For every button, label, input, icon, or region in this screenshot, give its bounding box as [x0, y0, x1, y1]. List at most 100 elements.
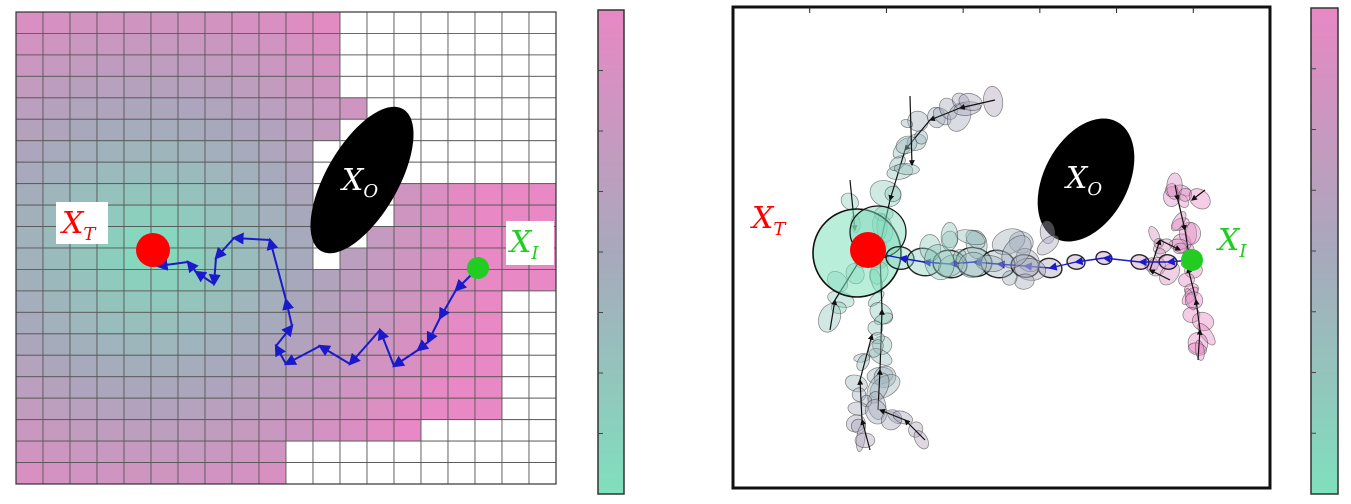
grid-cell: [420, 397, 449, 421]
grid-cell: [447, 354, 476, 378]
tree-edge: [859, 333, 874, 381]
grid-cell: [474, 226, 503, 249]
grid-cell: [474, 311, 503, 335]
grid-cell: [258, 97, 287, 120]
grid-cell: [231, 204, 260, 227]
grid-cell: [393, 376, 422, 399]
grid-cell: [420, 75, 449, 99]
grid-cell: [42, 161, 71, 185]
grid-cell: [474, 419, 503, 442]
grid-cell: [393, 269, 422, 292]
grid-cell: [69, 161, 98, 185]
grid-cell: [96, 161, 125, 185]
grid-cell: [177, 333, 206, 356]
grid-cell: [339, 247, 368, 270]
grid-cell: [15, 11, 44, 34]
grid-cell: [501, 161, 530, 185]
grid-cell: [258, 140, 287, 163]
grid-cell: [528, 397, 557, 421]
grid-cell: [42, 376, 71, 399]
grid-cell: [15, 440, 44, 463]
grid-cell: [15, 269, 44, 292]
grid-cell: [528, 11, 557, 34]
grid-cell: [123, 140, 152, 163]
grid-cell: [339, 376, 368, 399]
grid-cell: [420, 161, 449, 185]
path-segment: [348, 329, 381, 366]
grid-cell: [528, 419, 557, 442]
tree-edge: [1196, 328, 1203, 361]
grid-cell: [204, 462, 233, 485]
grid-cell: [285, 183, 314, 206]
grid-cell: [123, 419, 152, 442]
svg-text:XO: XO: [340, 163, 378, 202]
grid-cell: [15, 354, 44, 378]
grid-cell: [258, 226, 287, 249]
grid-cell: [96, 333, 125, 356]
grid-cell: [474, 54, 503, 77]
grid-cell: [96, 440, 125, 463]
grid-cell: [69, 75, 98, 99]
grid-cell: [69, 247, 98, 270]
grid-cell: [177, 290, 206, 313]
grid-cell: [420, 376, 449, 399]
grid-cell: [366, 33, 395, 56]
grid-cell: [123, 462, 152, 485]
grid-cell: [96, 462, 125, 485]
grid-cell: [366, 462, 395, 485]
grid-cell: [150, 54, 179, 77]
grid-cell: [15, 183, 44, 206]
planned-path-segment: [898, 254, 925, 264]
grid-cell: [285, 419, 314, 442]
grid-cell: [420, 183, 449, 206]
grid-cell: [339, 290, 368, 313]
grid-cell: [501, 118, 530, 142]
grid-cell: [15, 333, 44, 356]
grid-cell: [393, 54, 422, 77]
grid-cell: [366, 354, 395, 378]
grid-cell: [123, 118, 152, 142]
grid-cell: [420, 354, 449, 378]
grid-cell: [177, 397, 206, 421]
target-point-right: [850, 232, 886, 268]
grid-cell: [339, 397, 368, 421]
uncertainty-ellipse: [1184, 288, 1196, 311]
grid-cell: [42, 75, 71, 99]
initial-point-left: [467, 257, 489, 279]
grid-cell: [15, 33, 44, 56]
grid-cell: [339, 311, 368, 335]
uncertainty-ellipse: [868, 339, 884, 358]
grid-cell: [42, 118, 71, 142]
grid-cell: [474, 440, 503, 463]
grid-cell: [501, 33, 530, 56]
grid-cell: [42, 33, 71, 56]
grid-cell: [231, 140, 260, 163]
grid-cell: [474, 97, 503, 120]
grid-cell: [42, 11, 71, 34]
grid-cell: [204, 333, 233, 356]
grid-cell: [285, 269, 314, 292]
grid-cell: [312, 419, 341, 442]
grid-cell: [528, 333, 557, 356]
grid-cell: [96, 269, 125, 292]
uncertainty-ellipse: [1039, 220, 1056, 245]
grid-cell: [528, 118, 557, 142]
grid-cell: [231, 54, 260, 77]
grid-cell: [204, 118, 233, 142]
path-segment: [317, 344, 351, 365]
grid-cell: [69, 354, 98, 378]
grid-cell: [123, 204, 152, 227]
grid-cell: [447, 311, 476, 335]
grid-cell: [420, 440, 449, 463]
grid-cell: [447, 97, 476, 120]
grid-cell: [204, 247, 233, 270]
path-segment: [266, 237, 287, 301]
uncertainty-ellipse: [866, 372, 890, 404]
grid-cell: [501, 440, 530, 463]
grid-cell: [258, 440, 287, 463]
label-obstacle-right: XO: [1064, 161, 1102, 200]
grid-cell: [42, 354, 71, 378]
grid-cell: [150, 140, 179, 163]
grid-cell: [393, 290, 422, 313]
grid-cell: [177, 118, 206, 142]
